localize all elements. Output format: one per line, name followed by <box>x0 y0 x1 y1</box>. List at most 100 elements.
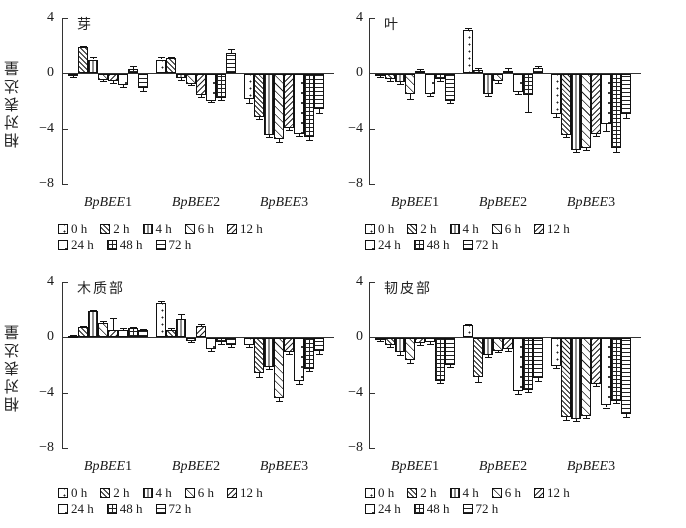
error-bar <box>201 95 202 98</box>
diagonal-hatch-swatch <box>407 487 418 498</box>
error-bar-cap <box>218 99 225 101</box>
error-bar-cap <box>256 119 263 121</box>
bar <box>254 74 264 118</box>
legend-item: 48 h <box>106 238 143 251</box>
legend-row: 0 h 2 h 4 h 6 h 12 h <box>58 486 263 499</box>
error-bar-cap <box>427 95 434 97</box>
bar <box>463 30 473 74</box>
error-bar <box>249 345 250 347</box>
error-bar-cap <box>563 137 570 139</box>
legend-label: 24 h <box>71 501 94 516</box>
bar <box>294 74 304 134</box>
y-tick-label: −4 <box>348 120 363 136</box>
error-bar-cap <box>465 27 472 29</box>
y-tick-label: −4 <box>39 384 54 400</box>
error-bar <box>626 414 627 418</box>
error-bar-cap <box>100 81 107 83</box>
error-bar-cap <box>447 366 454 368</box>
bar <box>304 338 314 369</box>
cross-grid-swatch <box>106 503 117 514</box>
error-bar-cap <box>140 90 147 92</box>
legend-row: 0 h 2 h 4 h 6 h 12 h <box>365 222 570 235</box>
chevron-swatch <box>534 487 544 498</box>
error-bar-cap <box>188 85 195 87</box>
error-bar-cap <box>80 325 87 327</box>
sparse-dots-swatch <box>365 223 375 234</box>
bar <box>254 338 264 373</box>
error-bar-cap <box>485 357 492 358</box>
gene-name-italic: BpBEE <box>390 459 433 474</box>
y-tick-mark <box>370 128 375 130</box>
error-bar <box>606 404 607 408</box>
legend-item: 12 h <box>534 222 570 235</box>
error-bar <box>538 378 539 381</box>
y-tick-mark <box>370 448 375 449</box>
error-bar <box>289 352 290 355</box>
error-bar-cap <box>246 103 253 105</box>
error-bar-cap <box>465 323 472 325</box>
error-bar-cap <box>208 102 215 103</box>
legend-label: 6 h <box>504 485 521 500</box>
error-bar-cap <box>485 96 492 98</box>
plot-area: 芽 <box>62 18 336 185</box>
error-bar <box>269 367 270 370</box>
y-axis-line <box>62 282 63 449</box>
error-bar-cap <box>377 340 384 342</box>
legend-item: 4 h <box>449 486 479 499</box>
bar <box>551 338 561 366</box>
error-bar-cap <box>276 401 283 403</box>
bar <box>304 74 314 137</box>
bar <box>196 74 206 96</box>
legend-item: 72 h <box>462 238 498 251</box>
bar <box>206 338 216 350</box>
gene-group-label: BpBEE3 <box>566 195 616 210</box>
bar <box>78 326 88 338</box>
legend-label: 4 h <box>155 485 172 500</box>
bar <box>533 338 543 379</box>
error-bar-cap <box>593 135 600 137</box>
y-tick-mark <box>63 392 68 394</box>
error-bar <box>586 415 587 418</box>
horizontal-lines-swatch <box>155 239 166 250</box>
error-bar-cap <box>178 79 185 81</box>
bar <box>425 338 435 343</box>
bar <box>274 74 284 140</box>
bar <box>138 330 148 338</box>
legend-label: 2 h <box>113 485 130 500</box>
error-bar-cap <box>583 149 590 151</box>
legend-row: 24 h 48 h 72 h <box>365 238 570 251</box>
error-bar-cap <box>286 130 293 132</box>
legend-item: 2 h <box>407 486 437 499</box>
error-bar <box>508 349 509 351</box>
bar <box>314 338 324 351</box>
error-bar-cap <box>306 370 313 372</box>
y-tick-label: −4 <box>348 384 363 400</box>
error-bar-cap <box>603 131 610 133</box>
error-bar <box>191 84 192 86</box>
bar <box>128 69 138 74</box>
gene-name-italic: BpBEE <box>259 195 302 210</box>
y-tick-label: 4 <box>47 274 54 289</box>
legend-item: 0 h <box>365 486 394 499</box>
y-tick-label: −8 <box>348 440 363 455</box>
error-bar-cap <box>228 49 235 51</box>
error-bar <box>161 56 162 60</box>
gene-name-italic: BpBEE <box>83 195 126 210</box>
x-axis-labels: BpBEE1 BpBEE2 BpBEE3 <box>62 459 336 479</box>
bar <box>108 329 118 338</box>
gene-name-italic: BpBEE <box>259 459 302 474</box>
bar <box>156 302 166 338</box>
error-bar <box>498 81 499 83</box>
sparse-marks-swatch <box>58 503 68 514</box>
bar <box>98 322 108 338</box>
error-bar-cap <box>593 386 600 388</box>
bar <box>314 74 324 109</box>
error-bar-cap <box>623 117 630 119</box>
gene-group-label: BpBEE1 <box>83 195 133 210</box>
zero-baseline <box>369 337 641 339</box>
error-bar <box>576 150 577 153</box>
error-bar <box>596 133 597 136</box>
legend-label: 48 h <box>426 237 450 252</box>
gene-name-italic: BpBEE <box>390 195 433 210</box>
